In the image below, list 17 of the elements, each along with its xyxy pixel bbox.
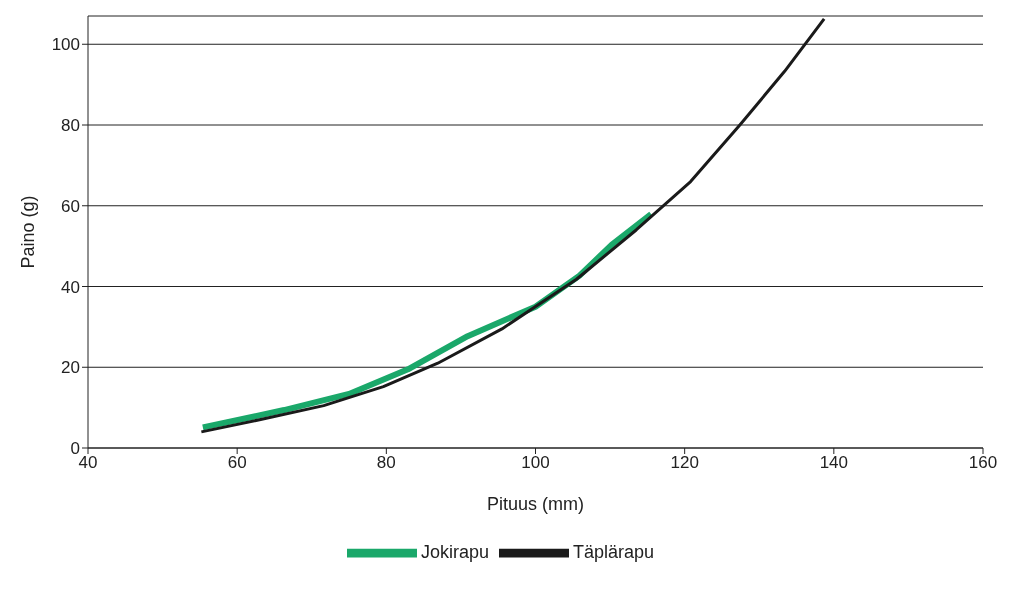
y-axis-title: Paino (g): [18, 195, 39, 269]
y-tick-label: 100: [51, 35, 80, 55]
x-tick-label: 40: [78, 453, 98, 473]
x-tick-label: 100: [521, 453, 550, 473]
x-tick-label: 160: [968, 453, 998, 473]
x-tick-label: 60: [227, 453, 247, 473]
x-tick-label: 120: [670, 453, 699, 473]
y-tick-label: 40: [61, 277, 80, 297]
x-tick-label: 140: [819, 453, 849, 473]
y-tick-label: 20: [61, 358, 80, 378]
x-tick-label: 80: [376, 453, 396, 473]
y-tick-label: 60: [61, 196, 80, 216]
y-tick-label: 0: [70, 439, 80, 459]
legend-label: Täplärapu: [572, 541, 655, 562]
legend-label: Jokirapu: [420, 541, 489, 562]
x-axis-title: Pituus (mm): [486, 494, 585, 514]
y-tick-label: 80: [61, 116, 80, 136]
